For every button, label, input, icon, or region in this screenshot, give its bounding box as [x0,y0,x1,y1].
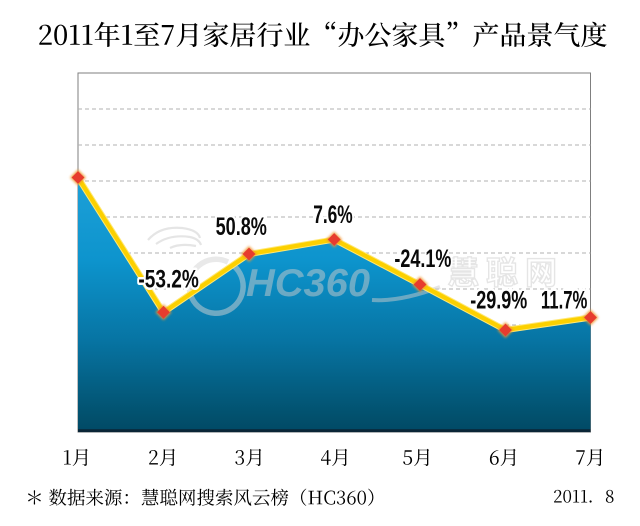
svg-text:HC360: HC360 [246,262,370,305]
svg-text:7.6%: 7.6% [313,201,353,229]
svg-text:-24.1%: -24.1% [394,245,451,273]
svg-text:-53.2%: -53.2% [138,265,198,293]
svg-text:50.8%: 50.8% [216,213,267,241]
svg-text:-29.9%: -29.9% [470,287,527,315]
svg-text:11.7%: 11.7% [541,287,588,315]
